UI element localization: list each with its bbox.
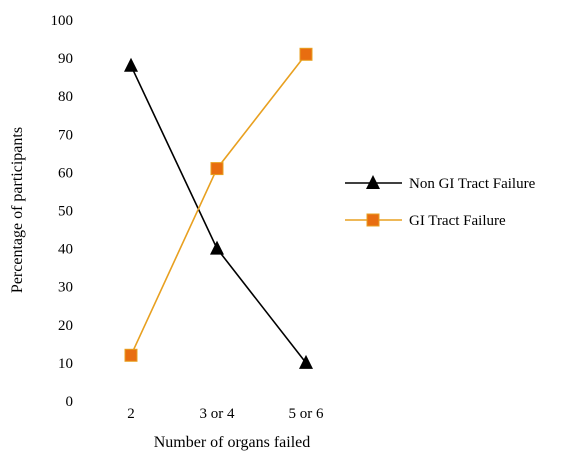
- x-tick-label: 3 or 4: [200, 406, 235, 422]
- y-tick-label: 40: [58, 242, 73, 258]
- y-tick-label: 30: [58, 280, 73, 296]
- y-tick-label: 100: [51, 13, 74, 29]
- y-tick-label: 0: [66, 394, 74, 410]
- y-tick-label: 70: [58, 127, 73, 143]
- legend-item: GI Tract Failure: [345, 213, 506, 229]
- legend: Non GI Tract Failure GI Tract Failure: [345, 175, 536, 229]
- legend-label: Non GI Tract Failure: [409, 176, 536, 192]
- legend-label: GI Tract Failure: [409, 213, 506, 229]
- legend-square-marker: [366, 213, 380, 227]
- square-marker: [124, 348, 138, 362]
- y-tick-label: 50: [58, 204, 73, 220]
- y-axis-title: Percentage of participants: [9, 127, 26, 293]
- x-tick-label: 5 or 6: [289, 406, 324, 422]
- x-tick-label: 2: [127, 406, 135, 422]
- square-marker: [299, 47, 313, 61]
- series-line: [130, 53, 307, 356]
- series-lines: [130, 53, 307, 364]
- series-line: [130, 65, 307, 364]
- legend-item: Non GI Tract Failure: [345, 175, 536, 192]
- y-tick-label: 10: [58, 356, 73, 372]
- legend-triangle-marker: [366, 175, 380, 189]
- y-tick-label: 60: [58, 165, 73, 181]
- x-axis-title: Number of organs failed: [154, 434, 311, 451]
- triangle-marker: [124, 57, 138, 72]
- y-tick-label: 80: [58, 89, 73, 105]
- square-marker: [210, 162, 224, 176]
- series-markers: [124, 47, 313, 369]
- triangle-marker: [210, 240, 224, 255]
- x-axis-tick-labels: 2 3 or 4 5 or 6: [127, 406, 324, 422]
- y-tick-label: 90: [58, 51, 73, 67]
- y-tick-label: 20: [58, 318, 73, 334]
- y-axis-tick-labels: 0 10 20 30 40 50 60 70 80 90 100: [51, 13, 74, 410]
- triangle-marker: [299, 354, 313, 369]
